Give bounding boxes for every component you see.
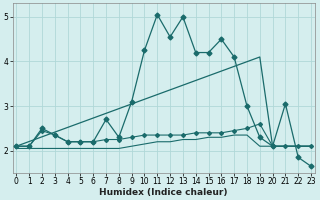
- X-axis label: Humidex (Indice chaleur): Humidex (Indice chaleur): [100, 188, 228, 197]
